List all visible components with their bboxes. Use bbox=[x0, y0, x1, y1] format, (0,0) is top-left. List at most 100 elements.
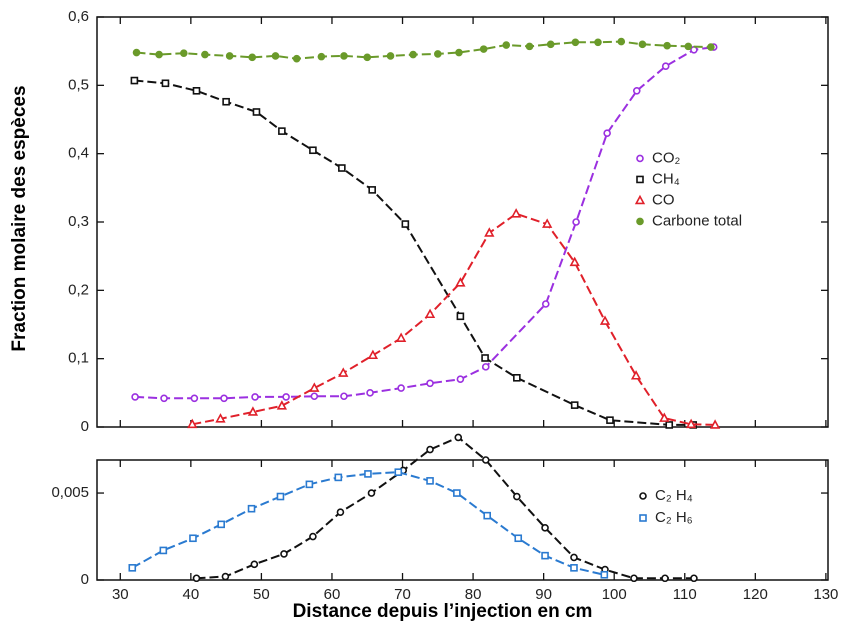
point bbox=[276, 400, 288, 410]
point bbox=[338, 164, 346, 172]
point bbox=[131, 393, 139, 401]
y-tick-label: 0,4 bbox=[68, 145, 89, 162]
point bbox=[481, 354, 489, 362]
x-tick-label: 60 bbox=[324, 586, 341, 603]
point bbox=[395, 332, 407, 342]
point bbox=[570, 553, 578, 562]
point bbox=[338, 367, 349, 377]
legend-label: C₂ H₄ bbox=[655, 487, 693, 504]
series-line bbox=[196, 436, 694, 580]
point bbox=[690, 574, 698, 583]
point bbox=[251, 393, 259, 401]
point bbox=[190, 394, 199, 403]
series-line bbox=[131, 471, 605, 576]
y-tick-label: 0,5 bbox=[68, 76, 89, 93]
point bbox=[247, 406, 259, 416]
x-tick-label: 110 bbox=[673, 586, 697, 603]
legend-label: Carbone total bbox=[652, 212, 742, 229]
point bbox=[340, 52, 348, 60]
point bbox=[250, 560, 259, 569]
point bbox=[434, 50, 442, 58]
point bbox=[160, 394, 168, 403]
point bbox=[456, 375, 465, 383]
point bbox=[513, 373, 521, 382]
point bbox=[155, 50, 163, 59]
point bbox=[132, 48, 141, 57]
y-tick-label: 0,3 bbox=[68, 213, 89, 230]
y-tick-label: 0,1 bbox=[68, 350, 89, 367]
point bbox=[502, 41, 511, 49]
point bbox=[336, 508, 345, 516]
series-line bbox=[192, 212, 716, 426]
point bbox=[397, 384, 405, 392]
legend-label: CO₂ bbox=[652, 149, 681, 166]
x-tick-label: 50 bbox=[253, 586, 270, 603]
point bbox=[484, 227, 495, 237]
point bbox=[510, 208, 522, 218]
point bbox=[367, 489, 376, 497]
point bbox=[606, 416, 614, 424]
point bbox=[663, 41, 671, 50]
point bbox=[280, 550, 288, 558]
x-axis-title: Distance depuis l’injection en cm bbox=[293, 601, 593, 622]
point bbox=[665, 421, 674, 429]
point bbox=[453, 489, 461, 497]
point bbox=[217, 520, 225, 529]
point bbox=[368, 186, 376, 194]
y-tick-label: 0,005 bbox=[51, 484, 89, 501]
point bbox=[541, 300, 550, 308]
point bbox=[570, 401, 579, 409]
point bbox=[189, 534, 197, 543]
point bbox=[159, 546, 168, 555]
point bbox=[220, 394, 228, 403]
series-line bbox=[135, 46, 714, 400]
point bbox=[276, 492, 285, 501]
point bbox=[513, 492, 521, 501]
legend-label: CO bbox=[652, 191, 675, 208]
point bbox=[638, 40, 647, 49]
point bbox=[309, 146, 317, 155]
point bbox=[401, 220, 410, 228]
point bbox=[483, 511, 491, 520]
point bbox=[572, 218, 580, 226]
point bbox=[542, 218, 553, 228]
point bbox=[161, 79, 170, 88]
y-axis-title: Fraction molaire des espèces bbox=[9, 85, 30, 351]
x-tick-label: 90 bbox=[535, 586, 552, 603]
y-tick-label: 0,6 bbox=[68, 8, 89, 25]
y-tick-label: 0,2 bbox=[68, 281, 89, 298]
point bbox=[685, 418, 697, 429]
point bbox=[424, 308, 436, 319]
point bbox=[632, 87, 641, 95]
point bbox=[128, 564, 137, 572]
legend-marker bbox=[634, 194, 646, 205]
legend-label: CH₄ bbox=[652, 170, 680, 187]
point bbox=[541, 524, 549, 532]
point bbox=[709, 419, 721, 429]
point bbox=[630, 370, 642, 380]
point bbox=[247, 504, 256, 513]
point bbox=[222, 97, 230, 106]
x-tick-label: 80 bbox=[465, 586, 482, 603]
point bbox=[334, 473, 343, 482]
point bbox=[192, 87, 201, 95]
point bbox=[659, 412, 670, 422]
point bbox=[570, 564, 578, 572]
point bbox=[201, 50, 209, 59]
point bbox=[426, 445, 434, 454]
point bbox=[340, 392, 348, 401]
point bbox=[179, 49, 188, 58]
point bbox=[271, 52, 280, 60]
point bbox=[225, 52, 234, 60]
point bbox=[426, 379, 434, 388]
point bbox=[305, 480, 314, 489]
x-tick-label: 40 bbox=[183, 586, 200, 603]
point bbox=[661, 62, 670, 70]
point bbox=[599, 315, 611, 325]
series-line bbox=[136, 40, 711, 60]
point bbox=[546, 40, 555, 49]
point bbox=[603, 129, 611, 137]
point bbox=[569, 256, 580, 267]
point bbox=[310, 392, 319, 401]
point bbox=[363, 53, 372, 62]
